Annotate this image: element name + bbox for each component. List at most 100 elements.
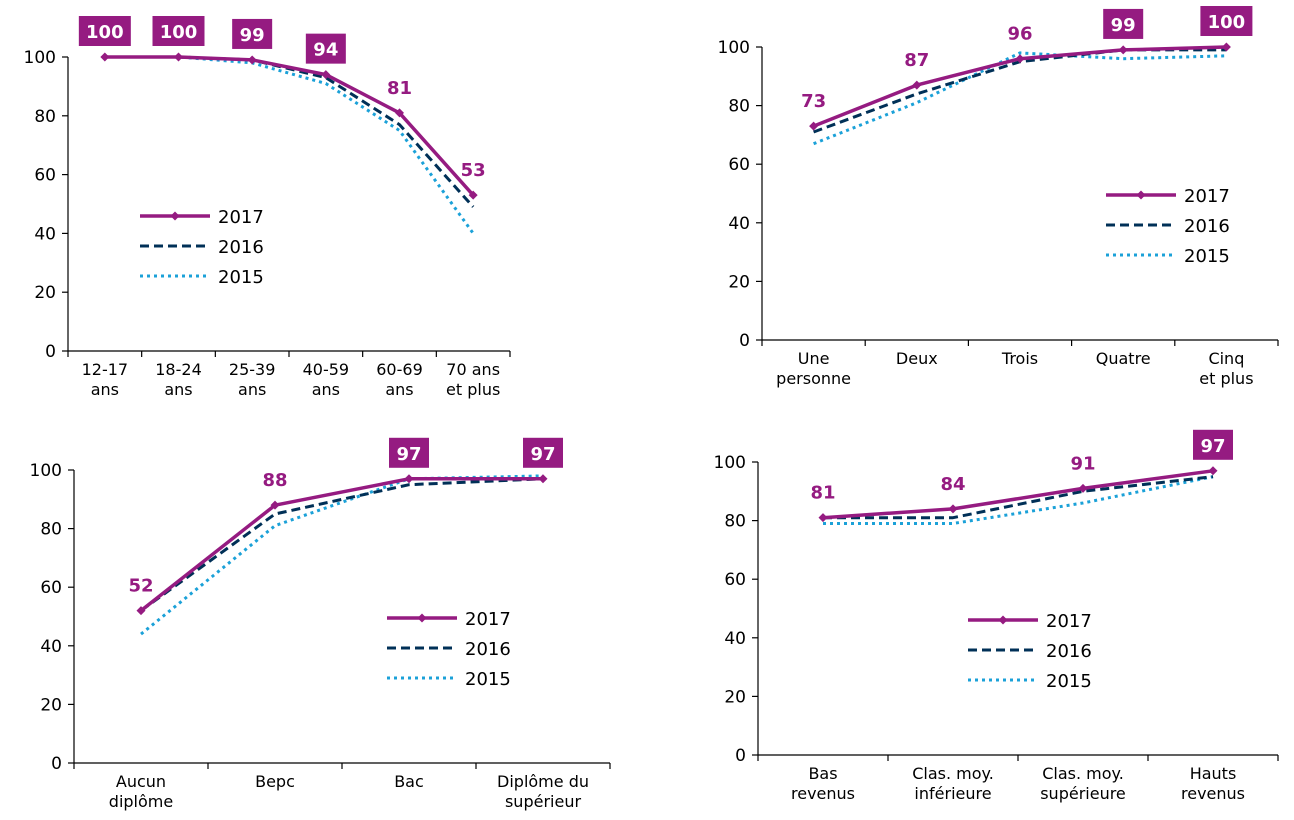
x-tick-label: Deux — [896, 349, 938, 368]
legend-label-2015: 2015 — [465, 669, 511, 690]
data-label: 88 — [262, 470, 287, 491]
legend-marker-2017 — [170, 211, 180, 221]
y-tick-label: 20 — [40, 695, 62, 715]
data-label: 100 — [1208, 12, 1246, 33]
series-point-2017 — [321, 70, 331, 80]
y-tick-label: 40 — [724, 629, 746, 649]
legend-label-2017: 2017 — [1046, 611, 1092, 632]
data-label-box — [152, 16, 205, 46]
series-point-2017 — [1208, 466, 1218, 476]
legend-label-2015: 2015 — [1184, 246, 1230, 267]
data-label: 99 — [1111, 15, 1136, 36]
x-tick-label: Une personne — [776, 349, 851, 388]
series-point-2017 — [809, 121, 819, 131]
series-point-2017 — [1078, 483, 1088, 493]
legend-label-2015: 2015 — [218, 267, 264, 288]
legend-marker-2017 — [1136, 190, 1146, 200]
series-line-2016 — [823, 475, 1214, 520]
data-label-box — [1103, 8, 1144, 39]
series-point-2017 — [1118, 45, 1128, 55]
x-tick-label: Clas. moy. inférieure — [912, 764, 994, 803]
y-tick-label: 0 — [735, 746, 746, 766]
legend: 2017 2016 2015 — [1106, 186, 1230, 267]
series-line-2015 — [813, 51, 1227, 146]
x-tick-label: Cinq et plus — [1199, 349, 1253, 388]
y-tick-label: 100 — [30, 461, 62, 481]
y-tick-label: 0 — [45, 342, 56, 362]
legend: 2017 2016 2015 — [968, 611, 1092, 692]
y-tick-label: 60 — [40, 578, 62, 598]
y-tick-label: 80 — [728, 97, 750, 117]
series-point-2017 — [404, 474, 414, 484]
legend-label-2016: 2016 — [1046, 641, 1092, 662]
data-label: 73 — [801, 91, 826, 112]
y-tick-label: 100 — [718, 38, 750, 58]
y-tick-label: 40 — [40, 637, 62, 657]
data-label: 94 — [313, 40, 338, 61]
y-tick-label: 40 — [34, 224, 56, 244]
legend: 2017 2016 2015 — [387, 609, 511, 690]
x-tick-label: Trois — [1001, 349, 1038, 368]
x-tick-label: Bac — [394, 772, 424, 791]
x-tick-label: Quatre — [1096, 349, 1151, 368]
series-point-2017 — [136, 606, 146, 616]
data-label: 81 — [810, 483, 835, 504]
series-point-2017 — [538, 474, 548, 484]
y-tick-label: 20 — [34, 283, 56, 303]
legend: 2017 2016 2015 — [140, 207, 264, 288]
legend-label-2016: 2016 — [465, 639, 511, 660]
y-tick-label: 80 — [40, 520, 62, 540]
legend-label-2017: 2017 — [465, 609, 511, 630]
series-line-2015 — [140, 474, 544, 636]
data-label: 96 — [1007, 24, 1032, 45]
y-tick-label: 20 — [724, 687, 746, 707]
x-tick-label: Hauts revenus — [1181, 764, 1245, 803]
series-point-2017 — [270, 500, 280, 510]
y-tick-label: 100 — [714, 453, 746, 473]
data-label: 91 — [1070, 453, 1095, 474]
data-label: 99 — [240, 25, 265, 46]
x-tick-label: Aucun diplôme — [109, 772, 173, 811]
y-tick-label: 20 — [728, 272, 750, 292]
data-label: 100 — [160, 22, 198, 43]
data-label: 97 — [396, 444, 421, 465]
legend-label-2016: 2016 — [218, 237, 264, 258]
x-tick-label: 25-39 ans — [229, 360, 276, 399]
x-tick-label: 12-17 ans — [82, 360, 129, 399]
x-tick-label: 40-59 ans — [303, 360, 350, 399]
series-point-2017 — [247, 55, 257, 65]
y-tick-label: 60 — [34, 166, 56, 186]
data-label: 81 — [387, 78, 412, 99]
x-tick-label: Bas revenus — [791, 764, 855, 803]
data-label-box — [232, 18, 273, 49]
data-label: 52 — [128, 576, 153, 597]
series-line-2017 — [822, 469, 1214, 520]
x-tick-label: 70 ans et plus — [446, 360, 500, 399]
legend-label-2015: 2015 — [1046, 671, 1092, 692]
data-label-box — [1200, 6, 1253, 36]
chart-panel-3: 0 20 40 60 80 100 Aucun diplôme Bepc Bac Diplôme d… — [30, 437, 611, 811]
data-label-box — [389, 437, 429, 468]
legend-marker-2017 — [998, 615, 1008, 625]
data-label-box — [523, 437, 563, 468]
series-point-2017 — [948, 504, 958, 514]
y-tick-label: 60 — [728, 155, 750, 175]
series-line-2017 — [139, 477, 543, 612]
series-point-2017 — [100, 52, 110, 62]
series-point-2017 — [395, 108, 404, 118]
series-point-2017 — [1221, 42, 1231, 52]
data-label: 100 — [86, 22, 124, 43]
data-label: 97 — [530, 444, 555, 465]
data-label: 53 — [461, 160, 486, 181]
series-line-2017 — [104, 55, 475, 197]
series-point-2017 — [818, 513, 828, 523]
legend-marker-2017 — [417, 613, 427, 623]
chart-panel-2: 0 20 40 60 80 100 Une personne Deux Trois Quatre Ci… — [718, 6, 1279, 388]
legend-label-2017: 2017 — [1184, 186, 1230, 207]
data-label: 87 — [904, 50, 929, 71]
data-label-box — [1193, 429, 1233, 460]
data-label: 97 — [1200, 436, 1225, 457]
y-tick-label: 40 — [728, 214, 750, 234]
x-tick-label: Diplôme du supérieur — [497, 772, 589, 811]
